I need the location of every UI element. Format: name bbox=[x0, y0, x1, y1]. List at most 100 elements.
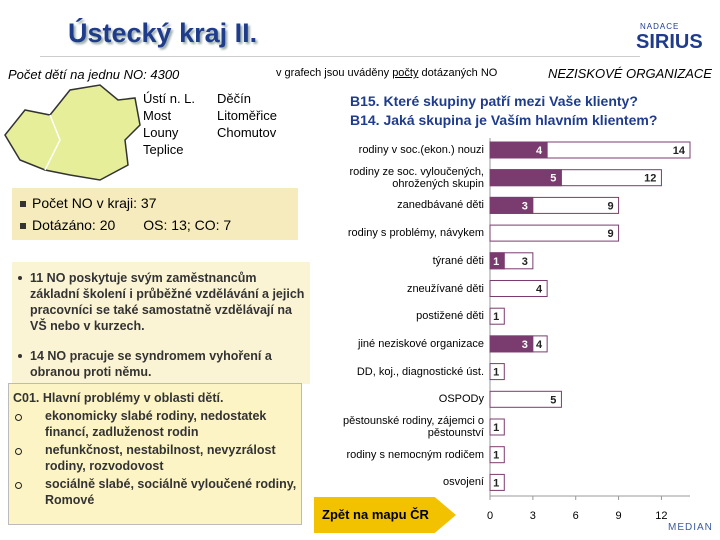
value-label: 9 bbox=[607, 200, 613, 212]
x-tick-label: 12 bbox=[655, 510, 667, 522]
value-label: 5 bbox=[550, 173, 556, 185]
value-label: 1 bbox=[493, 367, 499, 379]
value-label: 1 bbox=[493, 311, 499, 323]
value-label: 1 bbox=[493, 422, 499, 434]
chart-questions: B15. Které skupiny patří mezi Vaše klien… bbox=[350, 92, 657, 130]
category-label: pěstounské rodiny, zájemci o pěstounství bbox=[342, 415, 484, 439]
bar bbox=[489, 335, 534, 353]
category-label: osvojení bbox=[443, 476, 484, 489]
value-label: 3 bbox=[522, 256, 528, 268]
rule bbox=[40, 56, 640, 57]
logo-main: SIRIUS bbox=[636, 31, 703, 53]
note-text: v grafech jsou uváděny bbox=[276, 67, 393, 79]
value-label: 9 bbox=[607, 228, 613, 240]
c01-marker bbox=[15, 414, 22, 421]
category-label: rodiny s problémy, návykem bbox=[347, 227, 484, 240]
bullet-text: 14 NO pracuje se syndromem vyhoření a ob… bbox=[30, 349, 272, 379]
category-label: týrané děti bbox=[432, 254, 484, 267]
x-tick-label: 0 bbox=[487, 510, 493, 522]
bar bbox=[489, 307, 505, 325]
bar bbox=[489, 252, 505, 270]
cities-col: Děčín Litoměřice Chomutov bbox=[217, 90, 277, 141]
value-label: 14 bbox=[673, 145, 686, 157]
c01-item: sociálně slabé, sociálně vyloučené rodin… bbox=[13, 476, 297, 508]
bar bbox=[489, 363, 505, 381]
city: Teplice bbox=[143, 142, 184, 157]
note-text: dotázaných NO bbox=[418, 67, 498, 79]
city: Děčín bbox=[217, 91, 251, 106]
category-label: zneužívané děti bbox=[406, 282, 484, 295]
c01-box: C01. Hlavní problémy v oblasti dětí. eko… bbox=[8, 383, 302, 525]
bar bbox=[489, 224, 620, 242]
x-tick-label: 9 bbox=[616, 510, 622, 522]
bar bbox=[489, 169, 562, 187]
summary-text: Počet NO v kraji: 37 bbox=[32, 195, 157, 211]
value-label: 1 bbox=[493, 477, 499, 489]
back-button[interactable]: Zpět na mapu ČR bbox=[314, 497, 456, 533]
category-label: rodiny s nemocným rodičem bbox=[346, 448, 484, 461]
c01-item: ekonomicky slabé rodiny, nedostatek fina… bbox=[13, 408, 297, 440]
children-per-no: Počet dětí na jednu NO: 4300 bbox=[8, 67, 180, 82]
bullet-item: 14 NO pracuje se syndromem vyhoření a ob… bbox=[16, 348, 306, 380]
summary-box: Počet NO v kraji: 37 Dotázáno: 20 OS: 13;… bbox=[12, 188, 298, 240]
category-label: jiné neziskové organizace bbox=[358, 337, 484, 350]
city: Most bbox=[143, 108, 172, 123]
summary-row: Dotázáno: 20 OS: 13; CO: 7 bbox=[20, 214, 290, 236]
note: v grafech jsou uváděny počty dotázaných … bbox=[276, 67, 497, 79]
value-label: 5 bbox=[550, 394, 556, 406]
bullet-dot bbox=[18, 276, 22, 280]
category-label: OSPODy bbox=[438, 393, 484, 406]
city: Ústí n. L. bbox=[143, 91, 196, 106]
bullet-item: 11 NO poskytuje svým zaměstnancům základ… bbox=[16, 270, 306, 334]
c01-item: nefunkčnost, nestabilnost, nevyzrálost r… bbox=[13, 442, 297, 474]
chart-question: B14. Jaká skupina je Vaším hlavním klien… bbox=[350, 112, 658, 128]
value-label: 12 bbox=[644, 173, 656, 185]
logo-top: NADACE bbox=[640, 22, 680, 31]
city: Louny bbox=[143, 125, 179, 140]
region-map bbox=[4, 84, 141, 181]
category-label: DD, koj., diagnostické úst. bbox=[356, 365, 484, 378]
x-tick-label: 6 bbox=[573, 510, 579, 522]
cities-col: Ústí n. L. Most Louny Teplice bbox=[143, 90, 195, 158]
bar bbox=[489, 141, 548, 159]
chart-question: B15. Které skupiny patří mezi Vaše klien… bbox=[350, 93, 638, 109]
value-label: 1 bbox=[493, 450, 499, 462]
c01-text: sociálně slabé, sociálně vyloučené rodin… bbox=[45, 477, 297, 507]
section-label: NEZISKOVÉ ORGANIZACE bbox=[548, 66, 712, 81]
c01-text: ekonomicky slabé rodiny, nedostatek fina… bbox=[45, 409, 267, 439]
value-label: 4 bbox=[536, 339, 543, 351]
summary-text: Dotázáno: 20 bbox=[32, 217, 116, 233]
bar bbox=[489, 446, 505, 464]
slide-title: Ústecký kraj II. bbox=[68, 18, 258, 48]
bar bbox=[489, 390, 562, 408]
bar bbox=[489, 473, 505, 491]
bar bbox=[489, 418, 505, 436]
value-label: 4 bbox=[536, 284, 543, 296]
footer-logo: MEDIAN bbox=[668, 522, 713, 533]
value-label: 3 bbox=[522, 339, 528, 351]
category-label: rodiny ze soc. vyloučených, ohrožených s… bbox=[349, 165, 484, 190]
bullet-text: 11 NO poskytuje svým zaměstnancům základ… bbox=[30, 271, 305, 333]
c01-title: C01. Hlavní problémy v oblasti dětí. bbox=[13, 391, 224, 405]
bar bbox=[489, 280, 548, 297]
city: Litoměřice bbox=[217, 108, 277, 123]
summary-row: Počet NO v kraji: 37 bbox=[20, 192, 290, 214]
city: Chomutov bbox=[217, 125, 277, 140]
bullets-box: 11 NO poskytuje svým zaměstnancům základ… bbox=[12, 262, 310, 384]
summary-text: OS: 13; CO: 7 bbox=[143, 217, 232, 233]
value-label: 1 bbox=[493, 256, 499, 268]
category-label: postižené děti bbox=[416, 310, 484, 323]
c01-text: nefunkčnost, nestabilnost, nevyzrálost r… bbox=[45, 443, 276, 473]
value-label: 3 bbox=[522, 200, 528, 212]
note-underlined: počty bbox=[392, 67, 419, 79]
c01-marker bbox=[15, 482, 22, 489]
category-label: zanedbávané děti bbox=[397, 199, 484, 212]
c01-marker bbox=[15, 448, 22, 455]
value-label: 4 bbox=[536, 145, 543, 157]
category-label: rodiny v soc.(ekon.) nouzi bbox=[358, 144, 484, 156]
x-tick-label: 3 bbox=[530, 510, 536, 522]
bar bbox=[489, 196, 534, 214]
bullet-dot bbox=[18, 354, 22, 358]
